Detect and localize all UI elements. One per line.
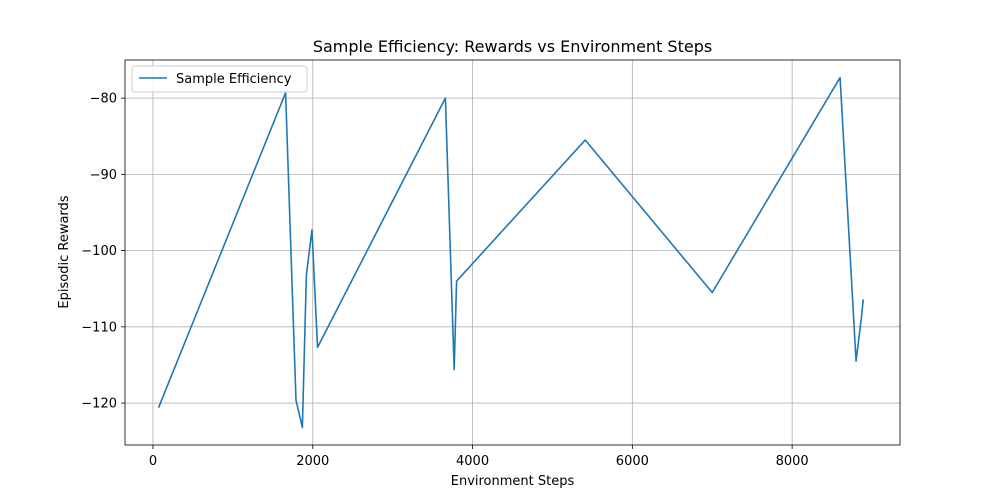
y-tick-label: −100 — [81, 244, 117, 259]
x-axis-ticks: 0 2000 4000 6000 8000 — [149, 445, 809, 469]
x-tick-label: 4000 — [456, 454, 489, 469]
x-tick-label: 2000 — [296, 454, 329, 469]
y-tick-label: −120 — [81, 397, 117, 412]
y-tick-label: −80 — [90, 92, 117, 107]
series-group — [157, 76, 865, 429]
axes-frame — [124, 59, 901, 446]
y-axis-label: Episodic Rewards — [57, 195, 72, 308]
legend-label: Sample Efficiency — [176, 72, 292, 87]
x-axis-label: Environment Steps — [451, 474, 575, 489]
x-tick-label: 8000 — [776, 454, 809, 469]
x-tick-label: 0 — [149, 454, 157, 469]
legend: Sample Efficiency — [131, 65, 308, 93]
chart-title: Sample Efficiency: Rewards vs Environmen… — [313, 37, 712, 56]
series-line-sample-efficiency — [157, 76, 865, 429]
y-axis-ticks: −120 −110 −100 −90 −80 — [81, 92, 125, 412]
y-tick-label: −110 — [81, 320, 117, 335]
legend-box — [131, 65, 308, 93]
y-tick-label: −90 — [90, 168, 117, 183]
x-tick-label: 6000 — [616, 454, 649, 469]
